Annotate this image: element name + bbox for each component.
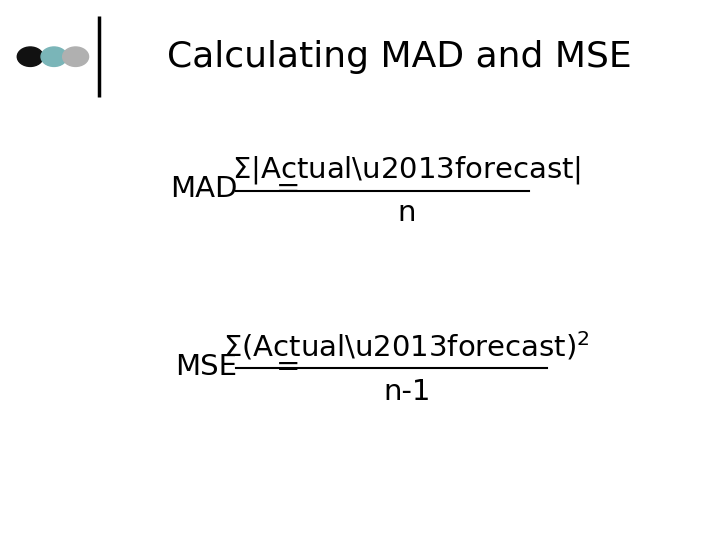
Circle shape [41, 47, 67, 66]
Text: Calculating MAD and MSE: Calculating MAD and MSE [167, 40, 632, 73]
Circle shape [63, 47, 89, 66]
Text: =: = [276, 175, 300, 203]
Circle shape [17, 47, 43, 66]
Text: MSE: MSE [176, 353, 238, 381]
Text: n-1: n-1 [383, 377, 431, 406]
Text: $\Sigma$(Actual\u2013forecast)$^2$: $\Sigma$(Actual\u2013forecast)$^2$ [223, 329, 590, 362]
Text: =: = [276, 353, 300, 381]
Text: $\Sigma$|Actual\u2013forecast|: $\Sigma$|Actual\u2013forecast| [233, 154, 581, 186]
Text: n: n [397, 199, 416, 227]
Text: MAD: MAD [170, 175, 238, 203]
